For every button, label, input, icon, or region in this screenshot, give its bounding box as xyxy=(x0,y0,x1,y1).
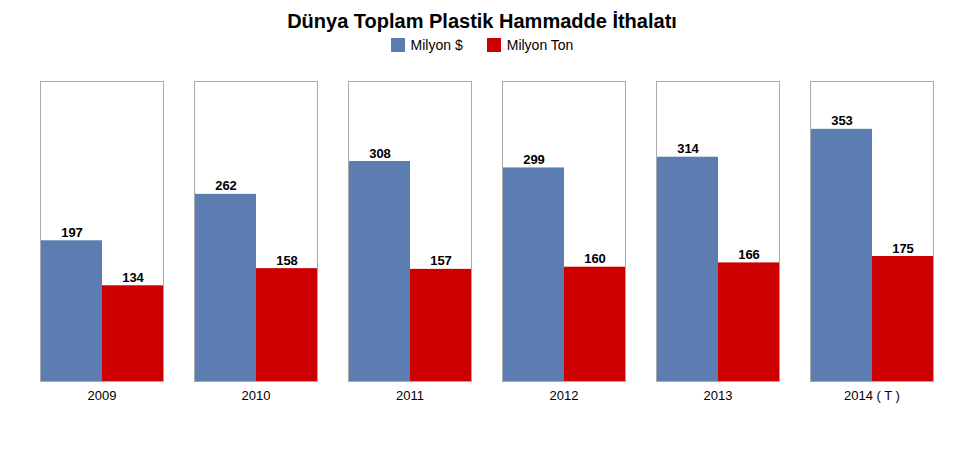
svg-text:2014 ( T ): 2014 ( T ) xyxy=(844,388,900,403)
svg-text:175: 175 xyxy=(892,241,914,256)
svg-text:353: 353 xyxy=(831,113,853,128)
svg-text:158: 158 xyxy=(276,253,298,268)
svg-text:197: 197 xyxy=(61,225,83,240)
svg-text:134: 134 xyxy=(122,270,144,285)
svg-text:2010: 2010 xyxy=(242,388,271,403)
svg-text:2012: 2012 xyxy=(550,388,579,403)
svg-text:2011: 2011 xyxy=(396,388,424,403)
svg-text:299: 299 xyxy=(523,152,545,167)
svg-text:308: 308 xyxy=(369,146,391,161)
html-text:Dünya Toplam Plastik Hammadde: Dünya Toplam Plastik Hammadde İthalatı xyxy=(287,10,677,32)
svg-text:2009: 2009 xyxy=(88,388,117,403)
html-text:Milyon $: Milyon $ xyxy=(410,37,463,53)
svg-text:160: 160 xyxy=(584,251,606,266)
svg-text:262: 262 xyxy=(215,178,237,193)
svg-text:157: 157 xyxy=(430,253,452,268)
html-text:Milyon Ton: Milyon Ton xyxy=(506,37,574,53)
svg-text:314: 314 xyxy=(677,141,699,156)
svg-text:166: 166 xyxy=(738,247,760,262)
svg-text:2013: 2013 xyxy=(704,388,733,403)
